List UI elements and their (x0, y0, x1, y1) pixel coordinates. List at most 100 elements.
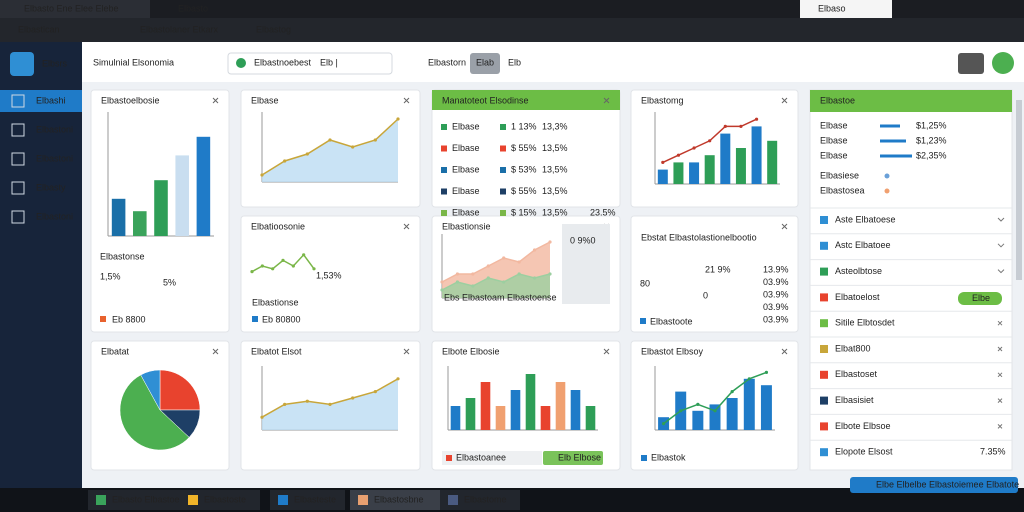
tab[interactable] (800, 0, 892, 18)
legend-swatch (641, 455, 647, 461)
close-icon[interactable] (603, 348, 610, 355)
pie-slice (140, 369, 161, 411)
search-box[interactable] (227, 52, 393, 75)
action-button[interactable] (992, 52, 1014, 74)
point (305, 152, 309, 156)
card-title: Elbastomg (641, 95, 684, 105)
close-icon[interactable] (997, 346, 1003, 352)
bar (450, 406, 461, 430)
bar (585, 406, 596, 430)
close-icon[interactable] (781, 348, 788, 355)
list-value: 03.9% (763, 277, 789, 287)
bar (673, 162, 684, 184)
bar (570, 390, 581, 430)
nav-item: Elbastoni (36, 124, 73, 134)
bar (555, 382, 566, 430)
close-icon[interactable] (997, 372, 1003, 378)
card-title: Elbastot Elbsoy (641, 346, 704, 356)
table-cell: 13,5% (542, 143, 568, 153)
point (679, 409, 683, 413)
close-icon[interactable] (212, 97, 219, 104)
card-title: Elbastoelbosie (101, 95, 160, 105)
point (502, 256, 506, 260)
sidebar (0, 42, 82, 488)
close-icon[interactable] (403, 348, 410, 355)
tab[interactable] (0, 0, 150, 18)
item-icon (820, 396, 828, 405)
row-swatch (441, 167, 447, 173)
point (455, 272, 460, 276)
table-cell: Elbase (452, 207, 480, 217)
close-icon[interactable] (997, 424, 1003, 429)
chevron[interactable] (997, 217, 1005, 222)
metric-label: Elbastionse (252, 297, 299, 307)
button[interactable] (543, 451, 603, 465)
scrollbar (1016, 100, 1022, 280)
brand: Elbsrs (42, 58, 68, 68)
taskbar-item[interactable] (180, 490, 260, 510)
panel-item: Aste Elbatoese (835, 214, 896, 224)
nav-item: Elbashi (36, 95, 66, 105)
area (442, 274, 550, 298)
bar (540, 406, 551, 430)
bar (495, 406, 506, 430)
panel-item: Asteolbtose (835, 266, 882, 276)
taskbar-item[interactable] (88, 490, 183, 510)
bar (720, 133, 731, 184)
point (486, 264, 490, 268)
button[interactable] (958, 53, 984, 74)
point (739, 124, 743, 128)
point (291, 264, 295, 268)
search-hint: Elb | (320, 57, 338, 67)
taskbar-item[interactable] (440, 490, 520, 510)
point (764, 370, 769, 374)
card-title: Elbote Elbosie (442, 346, 500, 356)
taskbar-item[interactable] (270, 490, 345, 510)
panel-item: Elbatoelost (835, 292, 880, 302)
taskbar-icon (448, 495, 458, 505)
panel (809, 89, 1013, 471)
bar (196, 136, 211, 236)
point (747, 377, 751, 381)
badge (958, 292, 1002, 305)
legend-swatch (252, 316, 258, 322)
bar (767, 140, 778, 184)
panel-value: 7.35% (980, 446, 1006, 456)
button[interactable] (470, 53, 500, 74)
close-icon[interactable] (212, 348, 219, 355)
close-icon[interactable] (603, 97, 610, 104)
close-icon[interactable] (403, 223, 410, 230)
tab-title: Elbasto Ene Elee Elebe (24, 3, 119, 13)
item-icon (820, 448, 828, 457)
table-cell: Elbase (452, 164, 480, 174)
table-cell: Elbase (452, 121, 480, 131)
bar (480, 382, 491, 430)
close-icon[interactable] (781, 223, 788, 230)
chevron[interactable] (997, 269, 1005, 274)
close-icon[interactable] (997, 320, 1003, 326)
metric: 1,5% (100, 271, 121, 281)
point (328, 402, 332, 406)
row-swatch (441, 210, 447, 216)
nav-item: Elbasty (36, 182, 66, 192)
point (548, 272, 552, 276)
nav-item: Elbastoni (36, 153, 73, 163)
table-cell: 13,5% (542, 164, 568, 174)
badge-label: Elbe (972, 293, 990, 303)
close-icon[interactable] (403, 97, 410, 104)
table-cell: 13,5% (542, 186, 568, 196)
chevron[interactable] (997, 243, 1005, 248)
line (441, 241, 551, 283)
nav-icon (11, 210, 25, 224)
taskbar-item[interactable] (350, 490, 440, 510)
bar (709, 404, 721, 430)
row-swatch (500, 210, 506, 216)
close-icon[interactable] (781, 97, 788, 104)
tab-title: Elbasto (178, 3, 208, 13)
table-cell: $ 53% (511, 164, 537, 174)
point (708, 139, 712, 143)
card-title: Ebstat Elbastolastionelbootio (641, 232, 757, 242)
bar (751, 126, 762, 184)
close-icon[interactable] (997, 398, 1003, 403)
